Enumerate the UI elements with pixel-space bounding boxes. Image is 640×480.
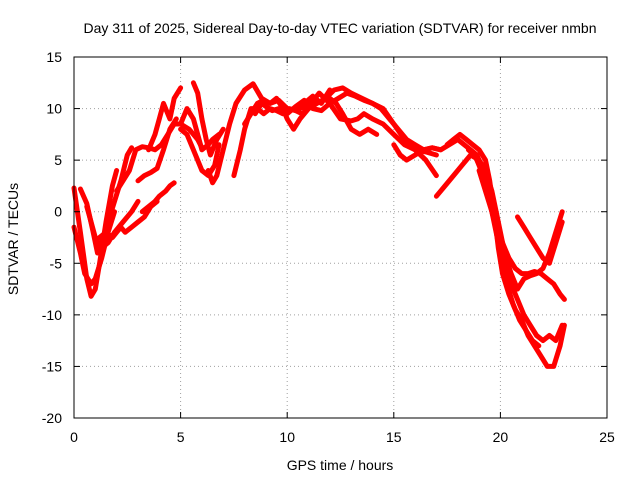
series-line-arc-25 <box>515 214 565 266</box>
y-tick-label: 10 <box>46 101 62 117</box>
x-tick-label: 25 <box>599 429 615 445</box>
series-line-arc-17 <box>295 90 439 158</box>
series-line-arc-18 <box>327 95 380 137</box>
series-line-arc-19 <box>391 142 444 163</box>
y-tick-label: -15 <box>42 358 62 374</box>
y-tick-label: -20 <box>42 410 62 426</box>
x-tick-label: 15 <box>386 429 402 445</box>
series-line-arc-6 <box>114 121 205 194</box>
series-line-arc-11 <box>178 126 222 179</box>
x-tick-label: 5 <box>177 429 185 445</box>
x-tick-label: 20 <box>493 429 509 445</box>
chart-title: Day 311 of 2025, Sidereal Day-to-day VTE… <box>83 20 596 36</box>
series-line-arc-1 <box>71 168 120 299</box>
y-tick-label: 5 <box>54 152 62 168</box>
series-line-arc-9 <box>146 85 184 153</box>
y-tick-label: -10 <box>42 307 62 323</box>
y-tick-label: -5 <box>50 255 63 271</box>
series-line-arc-24 <box>476 168 565 344</box>
series-line-arc-12 <box>190 80 226 158</box>
series-line-arc-5 <box>97 198 160 240</box>
y-axis-label: SDTVAR / TECUs <box>5 183 21 295</box>
series-line-arc-7 <box>135 116 179 184</box>
series-line-arc-4 <box>84 198 141 251</box>
plot-frame <box>73 56 608 419</box>
series-line-arc-10 <box>178 106 222 153</box>
series-line-arc-23 <box>465 147 542 349</box>
x-axis-label: GPS time / hours <box>287 457 394 473</box>
series-line-arc-8 <box>139 180 177 215</box>
series-line-arc-2 <box>71 209 117 287</box>
y-tick-label: 0 <box>54 204 62 220</box>
series-line-arc-15 <box>242 85 439 179</box>
series-line-arc-3 <box>77 145 135 256</box>
axis-ticks: 0 5 10 15 20 25 -20 -15 -10 -5 0 5 10 15 <box>42 49 615 445</box>
series-group <box>71 80 567 369</box>
y-tick-label: 15 <box>46 49 62 65</box>
x-tick-label: 10 <box>279 429 295 445</box>
x-tick-label: 0 <box>70 429 78 445</box>
